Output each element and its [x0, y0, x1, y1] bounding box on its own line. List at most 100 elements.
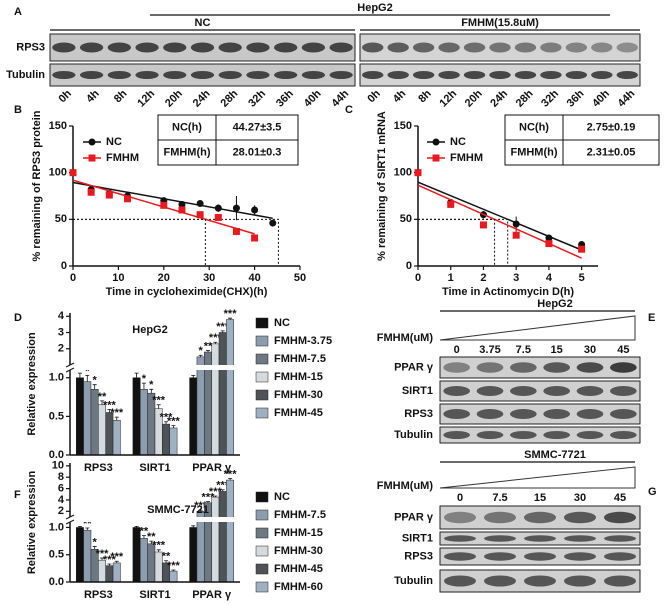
y-tick-label: 0.0 — [49, 576, 64, 588]
significance: *** — [96, 548, 110, 560]
legend-label: FMHM-45 — [274, 407, 323, 419]
lane-label: 24h — [488, 88, 510, 110]
bar — [218, 491, 227, 583]
band — [576, 409, 604, 419]
y-tick-label: 100 — [49, 167, 67, 179]
table-cell: NC(h) — [172, 121, 202, 133]
data-point — [160, 201, 168, 209]
table-cell: 2.75±0.19 — [587, 121, 636, 133]
error-bar — [198, 354, 203, 357]
bar — [169, 570, 178, 583]
significance: *** — [152, 395, 166, 407]
legend-label: FMHM-15 — [274, 371, 323, 383]
bar — [189, 527, 198, 583]
error-bar — [156, 404, 161, 409]
dose-triangle — [439, 315, 636, 341]
bar — [105, 565, 114, 583]
legend-swatch — [255, 335, 269, 347]
panel-label: A — [14, 6, 22, 18]
chart-title: SMMC-7721 — [147, 504, 209, 516]
y-tick-label: 1.0 — [49, 521, 64, 533]
significance: ** — [140, 526, 149, 538]
panel-label: E — [648, 312, 655, 324]
break-mark — [65, 367, 75, 373]
x-tick-label: SIRT1 — [139, 589, 170, 601]
band — [274, 71, 298, 79]
y-tick-label: 0.5 — [49, 410, 64, 422]
band — [604, 511, 636, 524]
bar — [83, 381, 92, 456]
legend-swatch — [255, 509, 269, 521]
lane-label: 8h — [112, 87, 130, 105]
legend-label: FMHM-30 — [274, 545, 323, 557]
table-cell: 28.01±0.3 — [233, 146, 282, 158]
data-point — [251, 234, 259, 242]
data-point — [123, 195, 131, 203]
lane-label: 40h — [302, 88, 324, 110]
table-cell: 2.31±0.05 — [587, 146, 636, 158]
row-label: SIRT1 — [402, 385, 433, 397]
band — [509, 386, 537, 396]
half-life-guide — [73, 218, 206, 266]
bar — [211, 343, 220, 456]
error-bar — [141, 382, 146, 390]
significance: ** — [83, 518, 92, 530]
significance: ** — [98, 391, 107, 403]
band — [362, 42, 384, 53]
row-label: Tubulin — [394, 429, 433, 441]
band — [387, 71, 409, 79]
legend-label: NC — [450, 136, 466, 148]
y-tick-label: 4 — [58, 310, 65, 322]
error-bar — [134, 525, 139, 528]
data-point — [251, 206, 259, 214]
significance: *** — [224, 468, 238, 480]
lane-label: 24h — [191, 88, 213, 110]
lane-label: 12h — [437, 88, 459, 110]
error-bar — [114, 416, 119, 421]
error-bar — [191, 525, 196, 528]
significance: * — [93, 375, 98, 387]
error-bar — [77, 525, 82, 528]
x-tick-label: 10 — [112, 272, 124, 284]
band — [246, 71, 270, 79]
legend-marker — [432, 154, 440, 162]
error-bar — [100, 400, 105, 405]
error-bar — [171, 569, 176, 572]
x-tick-label: PPAR γ — [192, 589, 232, 601]
significance: *** — [110, 407, 124, 419]
band — [107, 71, 131, 79]
lane-label: 8h — [416, 87, 434, 105]
x-tick-label: 0 — [415, 272, 421, 284]
band — [301, 42, 326, 53]
lane-label: 0h — [56, 87, 74, 105]
band — [476, 386, 504, 396]
significance: *** — [152, 540, 166, 552]
x-tick-label: 30 — [203, 272, 215, 284]
band — [509, 431, 537, 439]
significance: *** — [167, 560, 181, 572]
band — [444, 535, 476, 542]
band — [135, 42, 159, 53]
legend-swatch — [255, 317, 269, 329]
error-bar — [156, 549, 161, 552]
band — [576, 362, 604, 373]
band — [616, 71, 638, 79]
legend-label: FMHM-3.75 — [274, 335, 332, 347]
x-tick-label: SIRT1 — [139, 462, 170, 474]
cell-line-label: HepG2 — [537, 298, 572, 310]
y-tick-label: 0.0 — [49, 449, 64, 461]
data-point — [269, 219, 277, 227]
bar — [75, 527, 84, 583]
error-bar — [213, 341, 218, 344]
row-label: Tubulin — [6, 69, 45, 81]
error-bar — [141, 535, 146, 539]
bar — [226, 319, 235, 456]
lane-label: 12h — [135, 88, 157, 110]
band — [484, 535, 516, 542]
x-tick-label: 2 — [480, 272, 486, 284]
band — [79, 42, 104, 53]
data-point — [512, 220, 520, 228]
error-bar — [134, 372, 139, 378]
error-bar — [228, 477, 233, 481]
